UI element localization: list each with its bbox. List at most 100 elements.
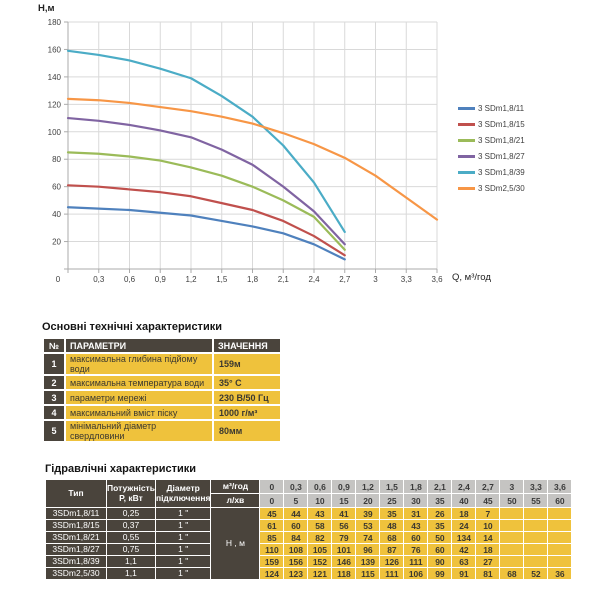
head-value: 43 xyxy=(308,508,332,519)
pump-type: 3SDm2,5/30 xyxy=(46,568,106,579)
head-value: 60 xyxy=(428,544,452,555)
head-value: 106 xyxy=(404,568,428,579)
head-value: 35 xyxy=(428,520,452,531)
y-tick-label: 40 xyxy=(52,210,61,219)
legend-item-3: 3 SDm1,8/27 xyxy=(458,151,525,161)
head-value: 60 xyxy=(284,520,308,531)
col-header-power: Потужність Р, кВт xyxy=(107,480,155,507)
legend-swatch-icon xyxy=(458,106,475,110)
pump-type: 3SDm1,8/27 xyxy=(46,544,106,555)
flow-l-value-6: 30 xyxy=(404,494,428,507)
hydraulic-row-5: 3SDm2,5/30 1,1 1 " 124 123 121 118 115 111 106 99 9… xyxy=(46,568,572,579)
head-value xyxy=(524,556,548,567)
head-value: 90 xyxy=(428,556,452,567)
head-value: 121 xyxy=(308,568,332,579)
hydraulic-row-2: 3SDm1,8/21 0,55 1 " 85 84 82 79 74 68 60 50 134 14 xyxy=(46,532,572,543)
flow-m3-value-8: 2,4 xyxy=(452,480,476,493)
head-value: 39 xyxy=(356,508,380,519)
legend-swatch-icon xyxy=(458,138,475,142)
head-value: 56 xyxy=(332,520,356,531)
x-tick-label: 1,2 xyxy=(185,275,197,284)
head-value: 27 xyxy=(476,556,500,567)
head-value: 79 xyxy=(332,532,356,543)
flow-m3-value-7: 2,1 xyxy=(428,480,452,493)
head-value: 124 xyxy=(260,568,284,579)
hydraulic-table-title: Гідравлічні характеристики xyxy=(45,463,197,475)
head-value: 118 xyxy=(332,568,356,579)
head-value xyxy=(500,556,524,567)
head-value: 108 xyxy=(284,544,308,555)
flow-l-value-3: 15 xyxy=(332,494,356,507)
col-header-flow-m3: м³/год xyxy=(211,480,260,493)
hydraulic-table: Тип Потужність Р, кВт Діаметр підключення м… xyxy=(45,479,572,580)
hydraulic-row-3: 3SDm1,8/27 0,75 1 " 110 108 105 101 96 87 76 60 42 1… xyxy=(46,544,572,555)
tech-cell-num: 5 xyxy=(44,421,64,441)
head-value: 35 xyxy=(380,508,404,519)
head-value xyxy=(524,520,548,531)
pump-type: 3SDm1,8/11 xyxy=(46,508,106,519)
flow-l-value-10: 50 xyxy=(500,494,524,507)
x-tick-label: 2,4 xyxy=(308,275,320,284)
head-value: 58 xyxy=(308,520,332,531)
pump-type: 3SDm1,8/21 xyxy=(46,532,106,543)
head-unit-label: Н , м xyxy=(211,508,260,579)
y-tick-label: 60 xyxy=(52,183,61,192)
head-value: 74 xyxy=(356,532,380,543)
tech-cell-value: 159м xyxy=(214,354,280,374)
pump-power: 0,55 xyxy=(107,532,155,543)
head-value: 111 xyxy=(404,556,428,567)
head-value: 63 xyxy=(452,556,476,567)
tech-row-3: 4 максимальний вміст піску 1000 г/м³ xyxy=(44,406,280,419)
flow-l-value-2: 10 xyxy=(308,494,332,507)
pump-power: 0,37 xyxy=(107,520,155,531)
curve-series-2 xyxy=(66,151,346,251)
pump-power: 0,25 xyxy=(107,508,155,519)
head-value xyxy=(548,520,572,531)
head-value xyxy=(548,544,572,555)
head-value: 99 xyxy=(428,568,452,579)
tech-cell-param: максимальна глибина підйому води xyxy=(66,354,212,374)
chart-section: 0 0,3 0,6 0,9 1,2 1,5 1,8 2,1 2,4 2,7 3 3,3 3,6 20 40 6… xyxy=(38,3,525,284)
flow-l-value-5: 25 xyxy=(380,494,404,507)
tech-header-2: ЗНАЧЕННЯ xyxy=(214,339,280,352)
head-value: 53 xyxy=(356,520,380,531)
head-value: 105 xyxy=(308,544,332,555)
col-header-flow-l: л/хв xyxy=(211,494,260,507)
head-value: 68 xyxy=(500,568,524,579)
head-value xyxy=(524,508,548,519)
hydraulic-row-1: 3SDm1,8/15 0,37 1 " 61 60 58 56 53 48 43 35 24 10 xyxy=(46,520,572,531)
flow-m3-value-10: 3 xyxy=(500,480,524,493)
tech-cell-value: 230 В/50 Гц xyxy=(214,391,280,404)
legend-label: 3 SDm1,8/11 xyxy=(478,103,525,113)
flow-l-value-9: 45 xyxy=(476,494,500,507)
x-tick-label: 3 xyxy=(373,275,378,284)
y-axis-title: Н,м xyxy=(38,3,55,14)
flow-m3-value-1: 0,3 xyxy=(284,480,308,493)
head-value xyxy=(524,532,548,543)
head-value: 26 xyxy=(428,508,452,519)
tech-cell-value: 35° С xyxy=(214,376,280,389)
flow-m3-value-0: 0 xyxy=(260,480,284,493)
head-value: 43 xyxy=(404,520,428,531)
flow-m3-value-3: 0,9 xyxy=(332,480,356,493)
head-value: 41 xyxy=(332,508,356,519)
head-value xyxy=(500,508,524,519)
legend-swatch-icon xyxy=(458,122,475,126)
pump-type: 3SDm1,8/39 xyxy=(46,556,106,567)
curve-series-1 xyxy=(66,184,346,257)
col-header-diameter: Діаметр підключення xyxy=(155,480,211,507)
head-value xyxy=(548,532,572,543)
tech-cell-param: мінімальний діаметр свердловини xyxy=(66,421,212,441)
x-tick-label: 0 xyxy=(56,275,61,284)
pump-diameter: 1 " xyxy=(155,532,211,543)
flow-l-value-12: 60 xyxy=(548,494,572,507)
head-value: 76 xyxy=(404,544,428,555)
tech-cell-value: 1000 г/м³ xyxy=(214,406,280,419)
head-value xyxy=(500,520,524,531)
head-value: 42 xyxy=(452,544,476,555)
tech-cell-num: 1 xyxy=(44,354,64,374)
x-tick-label: 1,5 xyxy=(216,275,228,284)
head-value: 101 xyxy=(332,544,356,555)
y-tick-label: 100 xyxy=(48,128,62,137)
pump-curves-chart: 0 0,3 0,6 0,9 1,2 1,5 1,8 2,1 2,4 2,7 3 3,3 3,6 20 40 6… xyxy=(48,18,443,284)
